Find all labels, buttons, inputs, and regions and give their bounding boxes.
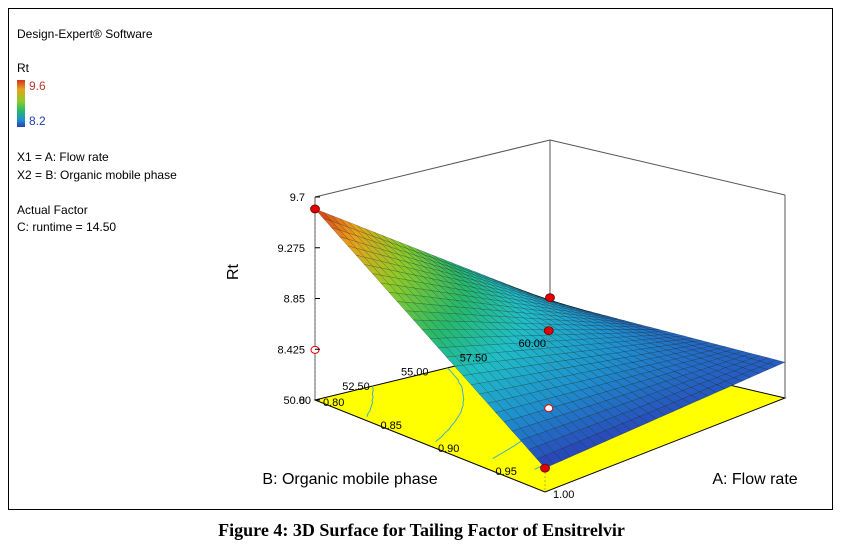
legend-max-label: 9.6 <box>29 79 46 93</box>
z-tick-label: 8.85 <box>284 294 305 306</box>
z-axis-label: Rt <box>225 263 242 280</box>
box-edge-top-right <box>549 139 786 196</box>
design-point <box>540 463 550 473</box>
z-tick-label: 9.275 <box>277 243 305 255</box>
y-tick-label: 52.50 <box>342 381 370 393</box>
design-point <box>310 204 320 214</box>
floor-contour-line <box>366 385 374 417</box>
surface-plot: 8 8.425 8.85 9.275 9.7 Rt 50.00 52.50 55.00 57.50… <box>225 139 798 501</box>
software-label: Design-Expert® Software <box>17 27 153 41</box>
x-tick-label: 0.90 <box>438 443 459 455</box>
legend-title: Rt <box>17 61 29 75</box>
design-point <box>545 293 555 303</box>
y-axis-label: B: Organic mobile phase <box>262 471 437 488</box>
figure-caption: Figure 4: 3D Surface for Tailing Factor … <box>218 520 625 540</box>
factor-x1: X1 = A: Flow rate <box>17 150 109 164</box>
box-edge-top-left <box>314 139 551 198</box>
design-point <box>543 326 554 336</box>
legend-color-bar <box>17 80 25 127</box>
z-tick-label: 9.7 <box>290 192 305 204</box>
y-tick-label: 57.50 <box>460 352 488 364</box>
x-tick-label: 1.00 <box>553 489 574 501</box>
z-tick-label: 8.425 <box>277 344 305 356</box>
y-tick-label: 60.00 <box>518 338 546 350</box>
y-tick-label: 55.00 <box>401 367 429 379</box>
y-tick-label: 50.00 <box>283 395 311 407</box>
z-tick-label: 8 <box>299 395 305 407</box>
actual-factor-value: C: runtime = 14.50 <box>17 220 117 234</box>
design-point-below <box>544 404 554 413</box>
x-tick-label: 0.95 <box>496 466 517 478</box>
x-tick-label: 0.85 <box>381 420 402 432</box>
design-point-below <box>310 345 320 354</box>
legend-min-label: 8.2 <box>29 114 46 128</box>
factor-x2: X2 = B: Organic mobile phase <box>17 168 177 182</box>
x-axis-label: A: Flow rate <box>712 471 797 488</box>
actual-factor-heading: Actual Factor <box>17 203 88 217</box>
x-tick-label: 0.80 <box>323 397 344 409</box>
floor-contour-line <box>435 367 465 442</box>
